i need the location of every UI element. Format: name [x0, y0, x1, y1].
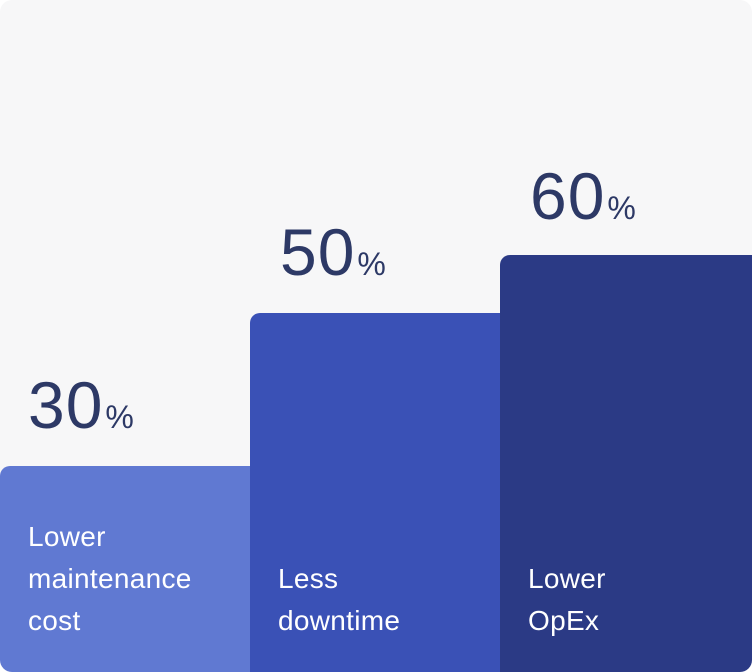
bar-label: Less downtime — [278, 558, 400, 642]
bar-label-line: maintenance — [28, 563, 192, 594]
bar-lower-maintenance-cost: Lower maintenance cost — [0, 466, 250, 672]
bar-value-lower-maintenance-cost: 30% — [28, 372, 134, 438]
bar-label-line: OpEx — [528, 605, 600, 636]
bar-label-line: Less — [278, 563, 339, 594]
bar-lower-opex: Lower OpEx — [500, 255, 752, 672]
bar-label: Lower OpEx — [528, 558, 606, 642]
bar-label-line: Lower — [28, 521, 106, 552]
bar-label-line: cost — [28, 605, 81, 636]
percent-sign: % — [105, 399, 134, 435]
bar-label: Lower maintenance cost — [28, 516, 192, 642]
bar-label-line: downtime — [278, 605, 401, 636]
percent-sign: % — [357, 246, 386, 282]
bar-value-less-downtime: 50% — [280, 219, 386, 285]
bar-label-line: Lower — [528, 563, 606, 594]
bar-less-downtime: Less downtime — [250, 313, 500, 672]
bar-value-lower-opex: 60% — [530, 163, 636, 229]
percent-sign: % — [607, 190, 636, 226]
value-number: 50 — [280, 215, 356, 289]
value-number: 60 — [530, 159, 606, 233]
value-number: 30 — [28, 368, 104, 442]
